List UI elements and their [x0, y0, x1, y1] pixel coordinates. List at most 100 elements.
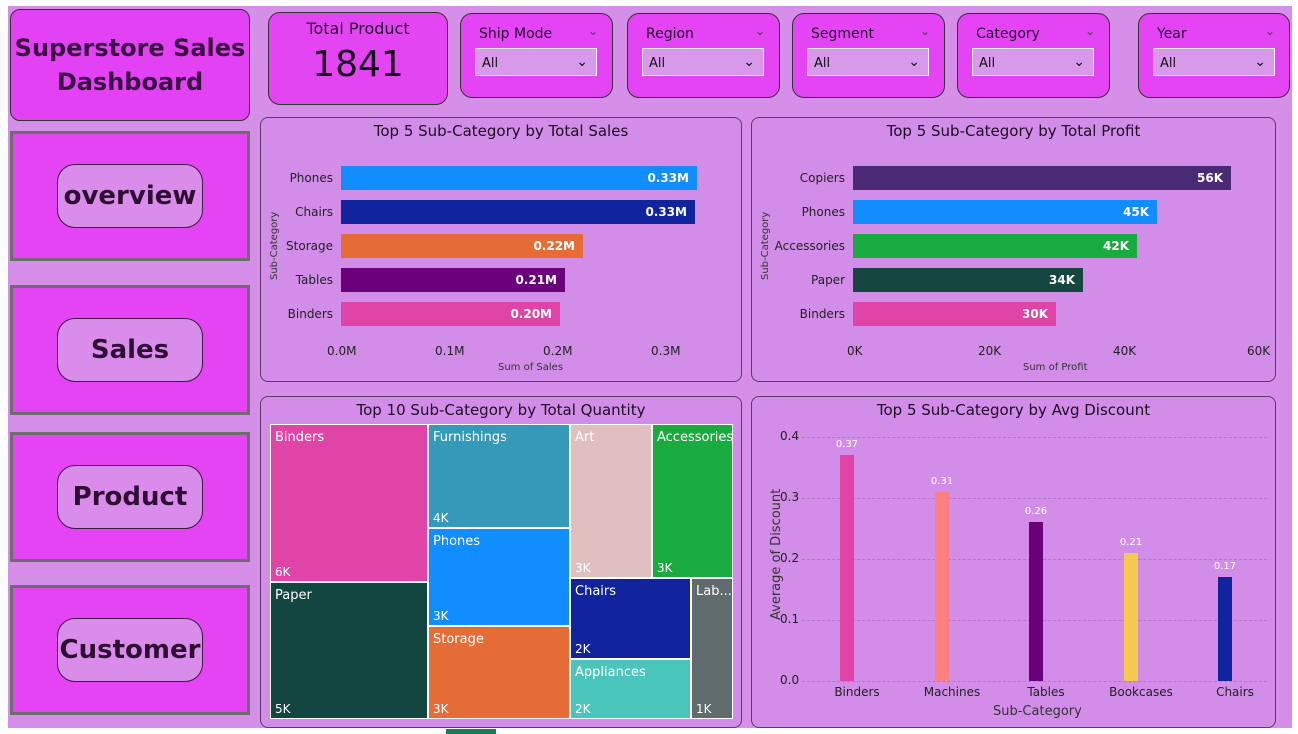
x-tick: Bookcases — [1109, 685, 1173, 699]
tile-value: 3K — [433, 609, 449, 623]
x-axis-title: Sum of Profit — [1023, 362, 1088, 373]
x-tick: Chairs — [1216, 685, 1254, 699]
treemap-tile[interactable]: Storage 3K — [428, 626, 570, 719]
data-label: 0.33M — [645, 205, 687, 219]
chevron-down-icon[interactable]: ⌄ — [919, 24, 930, 38]
bar[interactable] — [1029, 522, 1043, 681]
y-tick-label: Chairs — [295, 205, 333, 219]
chart-quantity-panel[interactable]: Top 10 Sub-Category by Total Quantity Bi… — [260, 396, 742, 728]
bar[interactable]: 56K — [853, 166, 1231, 190]
slicer-dropdown[interactable]: All ⌄ — [972, 48, 1094, 76]
data-label: 45K — [1123, 205, 1149, 219]
slicer-label: Segment — [811, 26, 874, 42]
tile-name: Lab... — [696, 584, 732, 599]
chevron-down-icon: ⌄ — [908, 54, 920, 70]
tile-name: Binders — [275, 430, 325, 445]
data-label: 34K — [1049, 273, 1075, 287]
bar[interactable]: 0.33M — [341, 200, 695, 224]
slicer-dropdown[interactable]: All ⌄ — [807, 48, 929, 76]
data-label: 0.33M — [647, 171, 689, 185]
chevron-down-icon[interactable]: ⌄ — [1264, 24, 1275, 38]
chart-sales-panel[interactable]: Top 5 Sub-Category by Total Sales Sub-Ca… — [260, 117, 742, 382]
x-tick: 20K — [978, 344, 1002, 358]
y-tick-label: Paper — [811, 273, 845, 287]
chart-discount-panel[interactable]: Top 5 Sub-Category by Avg Discount Avera… — [751, 396, 1276, 728]
x-tick: 0.3M — [651, 344, 681, 358]
tile-name: Accessories — [657, 430, 734, 445]
bar[interactable]: 0.20M — [341, 302, 560, 326]
bar[interactable] — [1124, 553, 1138, 681]
bar[interactable]: 0.21M — [341, 268, 565, 292]
chevron-down-icon: ⌄ — [743, 54, 755, 70]
bar[interactable]: 0.22M — [341, 234, 583, 258]
data-label: 30K — [1022, 307, 1048, 321]
bar[interactable]: 0.33M — [341, 166, 697, 190]
tile-name: Storage — [433, 632, 484, 647]
dashboard-title-text: Superstore Sales Dashboard — [14, 34, 246, 96]
active-page-tab[interactable] — [446, 729, 496, 734]
chevron-down-icon[interactable]: ⌄ — [754, 24, 765, 38]
x-tick: 0.0M — [327, 344, 357, 358]
slicer-value: All — [979, 56, 996, 71]
nav-product-button[interactable]: Product — [57, 465, 203, 529]
dashboard-title: Superstore Sales Dashboard — [10, 9, 250, 121]
y-tick: 0.3 — [780, 490, 800, 504]
tile-value: 1K — [696, 702, 712, 716]
nav-overview-button[interactable]: overview — [57, 164, 203, 228]
treemap-tile[interactable]: Binders 6K — [270, 424, 428, 582]
tile-name: Appliances — [575, 665, 646, 680]
bar[interactable] — [1218, 577, 1232, 681]
treemap-tile[interactable]: Appliances 2K — [570, 659, 691, 719]
y-tick-label: Binders — [799, 307, 845, 321]
tile-name: Art — [575, 430, 595, 445]
tile-value: 4K — [433, 511, 449, 525]
treemap-tile[interactable]: Accessories 3K — [652, 424, 733, 578]
slicer-ship-mode: Ship Mode ⌄ All ⌄ — [460, 13, 613, 98]
treemap-tile[interactable]: Art 3K — [570, 424, 652, 578]
slicer-label: Category — [976, 26, 1040, 42]
bar[interactable] — [840, 455, 854, 681]
nav-card-sales: Sales — [10, 285, 250, 415]
y-tick-label: Copiers — [799, 171, 845, 185]
chevron-down-icon[interactable]: ⌄ — [1084, 24, 1095, 38]
tile-name: Chairs — [575, 584, 617, 599]
nav-customer-button[interactable]: Customer — [57, 618, 203, 682]
nav-sales-button[interactable]: Sales — [57, 318, 203, 382]
y-tick-label: Phones — [801, 205, 845, 219]
data-label: 56K — [1197, 171, 1223, 185]
x-axis-title: Sub-Category — [993, 704, 1082, 719]
chart-title: Top 5 Sub-Category by Total Profit — [886, 122, 1141, 140]
x-tick: 0.2M — [543, 344, 573, 358]
gridline — [802, 498, 1267, 499]
slicer-dropdown[interactable]: All ⌄ — [1153, 48, 1275, 76]
tile-value: 6K — [275, 565, 291, 579]
treemap-tile[interactable]: Phones 3K — [428, 528, 570, 626]
chart-profit-panel[interactable]: Top 5 Sub-Category by Total Profit Sub-C… — [751, 117, 1276, 382]
bar[interactable]: 45K — [853, 200, 1157, 224]
data-label: 0.37 — [835, 439, 859, 450]
slicer-label: Ship Mode — [479, 26, 553, 42]
gridline — [802, 681, 1267, 682]
y-tick-label: Storage — [286, 239, 333, 253]
treemap-tile[interactable]: Furnishings 4K — [428, 424, 570, 528]
x-tick: 60K — [1247, 344, 1271, 358]
slicer-label: Year — [1157, 26, 1187, 42]
bar[interactable]: 42K — [853, 234, 1137, 258]
treemap-tile[interactable]: Lab... 1K — [691, 578, 733, 719]
treemap-tile[interactable]: Chairs 2K — [570, 578, 691, 659]
chevron-down-icon[interactable]: ⌄ — [587, 24, 598, 38]
slicer-region: Region ⌄ All ⌄ — [627, 13, 780, 98]
slicer-value: All — [814, 56, 831, 71]
slicer-dropdown[interactable]: All ⌄ — [475, 48, 597, 76]
slicer-dropdown[interactable]: All ⌄ — [642, 48, 764, 76]
x-tick: 0.1M — [435, 344, 465, 358]
treemap-tile[interactable]: Paper 5K — [270, 582, 428, 719]
bar[interactable]: 30K — [853, 302, 1056, 326]
data-label: 0.22M — [533, 239, 575, 253]
bar[interactable]: 34K — [853, 268, 1083, 292]
y-tick: 0.0 — [780, 673, 800, 687]
slicer-label: Region — [646, 26, 694, 42]
bar[interactable] — [935, 492, 949, 681]
slicer-year: Year ⌄ All ⌄ — [1138, 13, 1290, 98]
nav-card-product: Product — [10, 432, 250, 562]
